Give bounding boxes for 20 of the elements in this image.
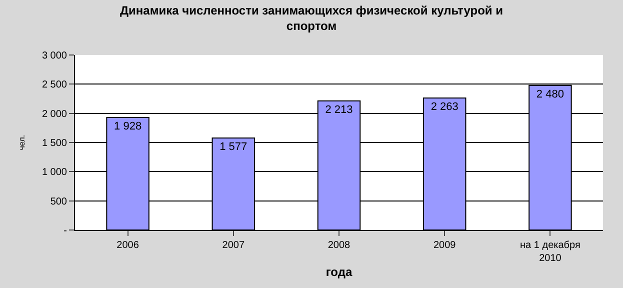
chart-title: Динамика численности занимающихся физической культурой и спортом bbox=[120, 3, 504, 33]
x-tick-label: 2008 bbox=[328, 240, 351, 251]
data-label: 1 928 bbox=[114, 120, 142, 133]
y-tick-label: 500 bbox=[50, 196, 68, 208]
y-tick-label: 2 000 bbox=[42, 108, 68, 120]
data-label: 2 480 bbox=[536, 88, 564, 100]
x-tick-label: 2007 bbox=[222, 240, 245, 251]
y-axis-title: чел. bbox=[18, 134, 27, 150]
x-tick-label: 2009 bbox=[433, 240, 456, 251]
data-label: 1 577 bbox=[220, 141, 248, 154]
y-tick-label: 2 500 bbox=[42, 80, 68, 91]
y-tick-label: 1 500 bbox=[42, 138, 68, 149]
x-tick-label: на 1 декабря 2010 bbox=[520, 240, 580, 264]
y-tick-label: - bbox=[64, 226, 67, 236]
x-tick-label: 2006 bbox=[116, 240, 140, 251]
data-label: 2 213 bbox=[325, 104, 353, 116]
data-label: 2 263 bbox=[430, 100, 458, 113]
y-tick-label: 1 000 bbox=[42, 167, 68, 178]
x-axis-title: года bbox=[326, 264, 352, 279]
y-tick-label: 3 000 bbox=[42, 50, 68, 62]
